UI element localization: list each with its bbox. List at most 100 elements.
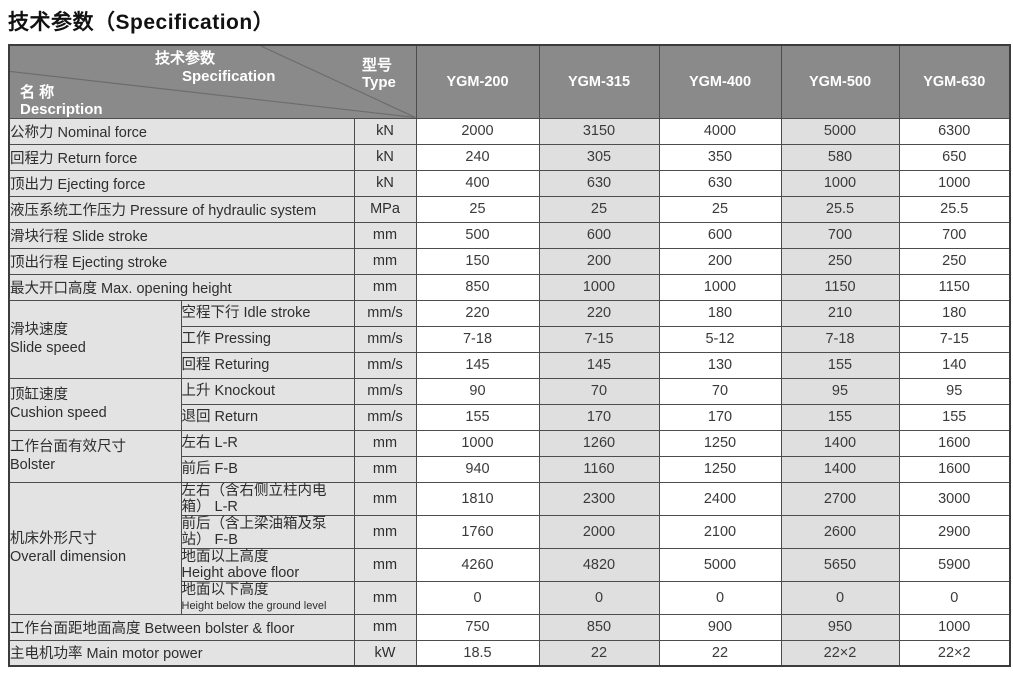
corner-type-en: Type xyxy=(362,74,396,91)
value-cell: 2400 xyxy=(658,481,782,516)
row-unit: mm xyxy=(353,613,417,641)
row-label: 回程力 Return force xyxy=(8,143,355,171)
value-cell: 240 xyxy=(415,143,540,171)
row-unit: mm xyxy=(353,221,417,249)
value-cell: 18.5 xyxy=(415,639,540,667)
value-cell: 305 xyxy=(538,143,660,171)
row-label: 公称力 Nominal force xyxy=(8,117,355,145)
group-label-zh: 机床外形尺寸 xyxy=(10,531,97,547)
value-cell: 1000 xyxy=(415,429,540,457)
value-cell: 630 xyxy=(538,169,660,197)
table-row-pressing-speed: 工作 Pressing mm/s 7-18 7-15 5-12 7-18 7-1… xyxy=(9,325,1011,353)
row-unit: kN xyxy=(353,117,417,145)
table-row-overall-lr: 机床外形尺寸 Overall dimension 左右（含右侧立柱内电箱） L-… xyxy=(8,481,1011,615)
subrow-label-zh: 地面以上高度 xyxy=(181,548,269,565)
value-cell: 2600 xyxy=(780,514,900,549)
row-unit: mm/s xyxy=(353,351,417,379)
value-cell: 1000 xyxy=(898,169,1011,197)
value-cell: 1000 xyxy=(538,273,660,301)
value-cell: 6300 xyxy=(898,117,1011,145)
subrow-label: 地面以上高度 Height above floor xyxy=(180,547,355,582)
value-cell: 170 xyxy=(538,403,660,431)
row-unit: mm xyxy=(353,481,417,516)
table-row-knockout-speed: 顶缸速度 Cushion speed 上升 Knockout mm/s 90 7… xyxy=(8,377,1011,431)
value-cell: 180 xyxy=(898,299,1011,327)
value-cell: 1150 xyxy=(780,273,900,301)
value-cell: 1600 xyxy=(898,429,1011,457)
value-cell: 2100 xyxy=(658,514,782,549)
value-cell: 1400 xyxy=(780,455,900,483)
value-cell: 2000 xyxy=(538,514,660,549)
value-cell: 210 xyxy=(780,299,900,327)
table-row-max-opening-height: 最大开口高度 Max. opening height mm 850 1000 1… xyxy=(8,273,1011,301)
table-row-bolster-lr: 工作台面有效尺寸 Bolster 左右 L-R mm 1000 1260 125… xyxy=(8,429,1011,483)
value-cell: 1150 xyxy=(898,273,1011,301)
value-cell: 22 xyxy=(538,639,660,667)
diagonal-line-upper xyxy=(260,46,416,118)
value-cell: 1250 xyxy=(658,455,782,483)
value-cell: 5650 xyxy=(780,547,900,582)
value-cell: 70 xyxy=(538,377,660,405)
value-cell: 5900 xyxy=(898,547,1011,582)
row-label: 主电机功率 Main motor power xyxy=(8,639,355,667)
value-cell: 700 xyxy=(780,221,900,249)
value-cell: 600 xyxy=(538,221,660,249)
table-row-overall-fb: 前后（含上梁油箱及泵站） F-B mm 1760 2000 2100 2600 … xyxy=(9,514,1011,549)
value-cell: 145 xyxy=(415,351,540,379)
value-cell: 22 xyxy=(658,639,782,667)
group-label-zh: 滑块速度 xyxy=(10,322,68,338)
value-cell: 650 xyxy=(898,143,1011,171)
value-cell: 7-18 xyxy=(780,325,900,353)
group-label-zh: 顶缸速度 xyxy=(10,387,68,403)
value-cell: 140 xyxy=(898,351,1011,379)
table-row-nominal-force: 公称力 Nominal force kN 2000 3150 4000 5000… xyxy=(8,117,1011,145)
row-unit: mm xyxy=(353,273,417,301)
row-unit: mm/s xyxy=(353,299,417,327)
value-cell: 95 xyxy=(898,377,1011,405)
value-cell: 2300 xyxy=(538,481,660,516)
value-cell: 7-15 xyxy=(538,325,660,353)
column-header-ygm-200: YGM-200 xyxy=(415,44,540,119)
value-cell: 3150 xyxy=(538,117,660,145)
value-cell: 1400 xyxy=(780,429,900,457)
subrow-label: 退回 Return xyxy=(180,403,355,431)
table-row-height-above-floor: 地面以上高度 Height above floor mm 4260 4820 5… xyxy=(9,547,1011,582)
row-unit: mm xyxy=(353,247,417,275)
table-row-ejecting-force: 顶出力 Ejecting force kN 400 630 630 1000 1… xyxy=(8,169,1011,197)
group-label-en: Bolster xyxy=(10,457,56,473)
value-cell: 750 xyxy=(415,613,540,641)
row-label: 滑块行程 Slide stroke xyxy=(8,221,355,249)
value-cell: 155 xyxy=(780,351,900,379)
row-unit: kN xyxy=(353,143,417,171)
value-cell: 850 xyxy=(538,613,660,641)
corner-diagonal-lines xyxy=(10,46,416,118)
group-label-overall-dimension: 机床外形尺寸 Overall dimension xyxy=(8,481,182,615)
value-cell: 95 xyxy=(780,377,900,405)
header-corner-cell: 技术参数 Specification 名 称 Description 型号 Ty… xyxy=(8,44,417,119)
subrow-label: 空程下行 Idle stroke xyxy=(180,299,355,327)
value-cell: 940 xyxy=(415,455,540,483)
row-unit: mm/s xyxy=(353,377,417,405)
table-row-bolster-fb: 前后 F-B mm 940 1160 1250 1400 1600 xyxy=(9,455,1011,483)
row-unit: mm/s xyxy=(353,403,417,431)
value-cell: 2000 xyxy=(415,117,540,145)
value-cell: 5000 xyxy=(658,547,782,582)
value-cell: 0 xyxy=(415,580,540,615)
value-cell: 200 xyxy=(538,247,660,275)
corner-type-zh: 型号 xyxy=(362,57,393,74)
value-cell: 22×2 xyxy=(898,639,1011,667)
subrow-label: 回程 Returing xyxy=(180,351,355,379)
header-row: 技术参数 Specification 名 称 Description 型号 Ty… xyxy=(8,44,1011,119)
table-row-hydraulic-pressure: 液压系统工作压力 Pressure of hydraulic system MP… xyxy=(8,195,1011,223)
row-unit: kN xyxy=(353,169,417,197)
value-cell: 1760 xyxy=(415,514,540,549)
row-unit: mm xyxy=(353,547,417,582)
table-row-ejecting-stroke: 顶出行程 Ejecting stroke mm 150 200 200 250 … xyxy=(8,247,1011,275)
table-row-return-force: 回程力 Return force kN 240 305 350 580 650 xyxy=(8,143,1011,171)
value-cell: 3000 xyxy=(898,481,1011,516)
table-row-slide-stroke: 滑块行程 Slide stroke mm 500 600 600 700 700 xyxy=(8,221,1011,249)
value-cell: 400 xyxy=(415,169,540,197)
row-label: 顶出行程 Ejecting stroke xyxy=(8,247,355,275)
diagonal-line-lower xyxy=(10,70,416,118)
value-cell: 220 xyxy=(538,299,660,327)
